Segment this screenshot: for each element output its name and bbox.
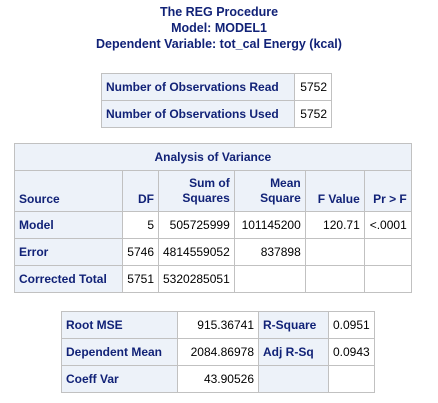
fit-r-square-value: 0.0951 [328,311,375,339]
observations-read-value: 5752 [294,73,332,101]
observations-table: Number of Observations Read 5752 Number … [101,73,332,128]
fit-adj-r-sq-label: Adj R-Sq [258,338,329,366]
anova-model-p: <.0001 [363,211,412,239]
model-title: Model: MODEL1 [171,21,267,35]
fit-root-mse-label: Root MSE [61,311,178,339]
observations-row-used: Number of Observations Used 5752 [101,100,332,128]
observations-used-label: Number of Observations Used [101,100,295,128]
fit-row-root-mse: Root MSE 915.36741 R-Square 0.0951 [61,311,375,339]
anova-total-ss: 5320285051 [158,265,235,293]
fit-root-mse-value: 915.36741 [177,311,259,339]
anova-model-source: Model [14,211,123,239]
fit-row-coeff-var: Coeff Var 43.90526 [61,365,375,393]
anova-error-source: Error [14,238,123,266]
anova-header-df: DF [122,170,159,212]
anova-total-df: 5751 [122,265,159,293]
fit-dependent-mean-label: Dependent Mean [61,338,178,366]
anova-error-ms: 837898 [233,238,306,266]
anova-total-ms [233,265,306,293]
anova-header-p: Pr > F [363,170,412,212]
anova-header-source: Source [14,170,123,212]
anova-model-df: 5 [122,211,159,239]
anova-header-ms: Mean Square [233,170,306,212]
anova-model-ss: 505725999 [158,211,235,239]
fit-empty-value [328,365,375,393]
anova-total-p [363,265,412,293]
fit-statistics-table: Root MSE 915.36741 R-Square 0.0951 Depen… [61,311,375,393]
anova-row-corrected-total: Corrected Total 5751 5320285051 [14,265,412,293]
anova-error-ss: 4814559052 [158,238,235,266]
fit-r-square-label: R-Square [258,311,329,339]
anova-total-f [304,265,365,293]
anova-error-p [363,238,412,266]
anova-model-f: 120.71 [304,211,365,239]
anova-row-error: Error 5746 4814559052 837898 [14,238,412,266]
anova-header-ms-line2: Square [260,191,301,205]
anova-row-model: Model 5 505725999 101145200 120.71 <.000… [14,211,412,239]
anova-header-ms-line1: Mean [270,176,301,190]
fit-dependent-mean-value: 2084.86978 [177,338,259,366]
anova-table: Analysis of Variance Source DF Sum of Sq… [14,143,412,293]
anova-header-row: Source DF Sum of Squares Mean Square F V… [14,170,412,212]
anova-header-f: F Value [304,170,365,212]
fit-empty-label [258,365,329,393]
fit-coeff-var-label: Coeff Var [61,365,178,393]
anova-error-f [304,238,365,266]
anova-error-df: 5746 [122,238,159,266]
fit-coeff-var-value: 43.90526 [177,365,259,393]
anova-model-ms: 101145200 [233,211,306,239]
anova-header-ss-line2: Squares [182,191,230,205]
dependent-variable-title: Dependent Variable: tot_cal Energy (kcal… [96,37,342,51]
anova-header-ss: Sum of Squares [158,170,235,212]
observations-read-label: Number of Observations Read [101,73,295,101]
fit-row-dependent-mean: Dependent Mean 2084.86978 Adj R-Sq 0.094… [61,338,375,366]
observations-row-read: Number of Observations Read 5752 [101,73,332,101]
anova-header-ss-line1: Sum of [189,176,230,190]
observations-used-value: 5752 [294,100,332,128]
fit-adj-r-sq-value: 0.0943 [328,338,375,366]
anova-title: Analysis of Variance [14,143,412,171]
anova-title-row: Analysis of Variance [14,143,412,171]
anova-total-source: Corrected Total [14,265,123,293]
procedure-title: The REG Procedure [159,5,279,19]
